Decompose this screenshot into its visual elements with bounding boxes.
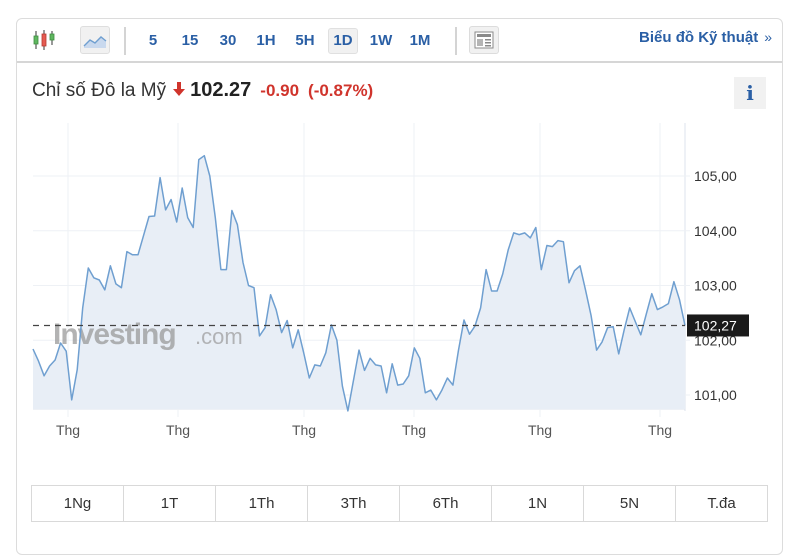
price-change: -0.90 [260,81,300,100]
y-tick-label: 103,00 [694,278,737,294]
toolbar-divider [124,27,126,55]
range-6-months[interactable]: 6Th [400,486,492,521]
double-chevron-right-icon: » [764,29,772,45]
area-chart-button[interactable] [80,26,110,54]
interval-15[interactable]: 15 [181,32,199,49]
svg-text:Investing: Investing [53,318,176,351]
layout-icon [474,31,494,49]
investing-watermark: Investing .com [53,318,243,351]
y-tick-label: 104,00 [694,223,737,239]
time-range-selector: 1Ng 1T 1Th 3Th 6Th 1N 5N T.đa [31,485,768,522]
x-tick-label: Thg [402,422,426,438]
range-1-day[interactable]: 1Ng [32,486,124,521]
current-price-tag [687,314,749,337]
interval-5[interactable]: 5 [148,32,158,49]
interval-1m[interactable]: 1M [409,32,431,49]
range-1-month[interactable]: 1Th [216,486,308,521]
chart-widget: 5 15 30 1H 5H 1D 1W 1M Biểu đồ Kỹ thuật »… [16,18,783,555]
interval-30[interactable]: 30 [219,32,237,49]
y-tick-label: 101,00 [694,387,737,403]
layout-button[interactable] [469,26,499,54]
range-3-months[interactable]: 3Th [308,486,400,521]
instrument-name: Chỉ số Đô la Mỹ [32,80,167,101]
y-tick-label: 105,00 [694,168,737,184]
price-line [32,154,686,412]
interval-5h[interactable]: 5H [295,32,315,49]
candlestick-icon [33,30,55,50]
chart-toolbar: 5 15 30 1H 5H 1D 1W 1M Biểu đồ Kỹ thuật » [17,19,782,63]
quote-header: Chỉ số Đô la Mỹ 102.27 -0.90 (-0.87%) [32,79,373,102]
current-price-label: 102,27 [694,317,737,333]
range-max[interactable]: T.đa [707,495,736,512]
interval-1w[interactable]: 1W [369,32,393,49]
x-tick-label: Thg [292,422,316,438]
range-1-week[interactable]: 1T [124,486,216,521]
x-tick-label: Thg [166,422,190,438]
area-fill [33,155,685,411]
technical-chart-label: Biểu đồ Kỹ thuật [639,29,759,46]
interval-1d[interactable]: 1D [328,28,358,54]
area-chart-icon [83,36,107,48]
price-change-percent: (-0.87%) [308,81,374,100]
x-tick-label: Thg [528,422,552,438]
candlestick-chart-button[interactable] [29,27,59,53]
range-5-years[interactable]: 5N [584,486,676,521]
toolbar-divider [455,27,457,55]
down-arrow-icon [173,82,186,101]
x-tick-label: Thg [648,422,672,438]
interval-1h[interactable]: 1H [256,32,276,49]
info-button[interactable]: i [734,77,766,109]
last-price: 102.27 [190,79,252,101]
x-tick-label: Thg [56,422,80,438]
technical-chart-link[interactable]: Biểu đồ Kỹ thuật » [639,29,772,46]
range-1-year[interactable]: 1N [492,486,584,521]
svg-text:.com: .com [195,324,243,349]
info-icon: i [746,81,754,105]
